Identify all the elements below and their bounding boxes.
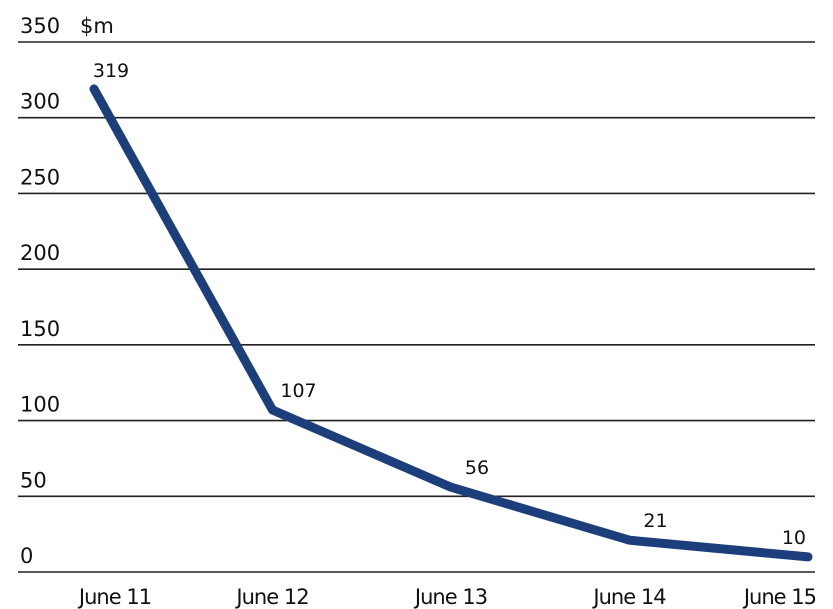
series-line (89, 84, 813, 562)
data-label: 10 (782, 527, 806, 549)
x-tick-label: June 13 (413, 585, 487, 609)
gridlines (18, 41, 815, 573)
x-tick-label: June 15 (742, 585, 816, 609)
y-axis-ticks: 0 50 100 150 200 250 300 350 (20, 14, 60, 568)
y-tick-label: 300 (20, 90, 60, 114)
data-label: 107 (280, 380, 316, 402)
y-tick-label: 350 (20, 14, 60, 38)
y-tick-label: 200 (20, 241, 60, 265)
x-tick-label: June 11 (77, 585, 151, 609)
data-label: 21 (643, 510, 667, 532)
data-labels: 319 107 56 21 10 (93, 60, 806, 549)
y-tick-label: 0 (20, 544, 33, 568)
x-tick-label: June 12 (234, 585, 308, 609)
data-label: 319 (93, 60, 129, 82)
series-group (89, 84, 813, 562)
x-tick-label: June 14 (591, 585, 666, 609)
y-tick-label: 150 (20, 317, 60, 341)
x-axis-ticks: June 11 June 12 June 13 June 14 June 15 (77, 585, 817, 609)
y-tick-label: 250 (20, 165, 60, 189)
data-label: 56 (465, 457, 489, 479)
y-unit-label: $m (80, 14, 114, 38)
y-tick-label: 50 (20, 468, 47, 492)
y-tick-label: 100 (20, 393, 60, 417)
